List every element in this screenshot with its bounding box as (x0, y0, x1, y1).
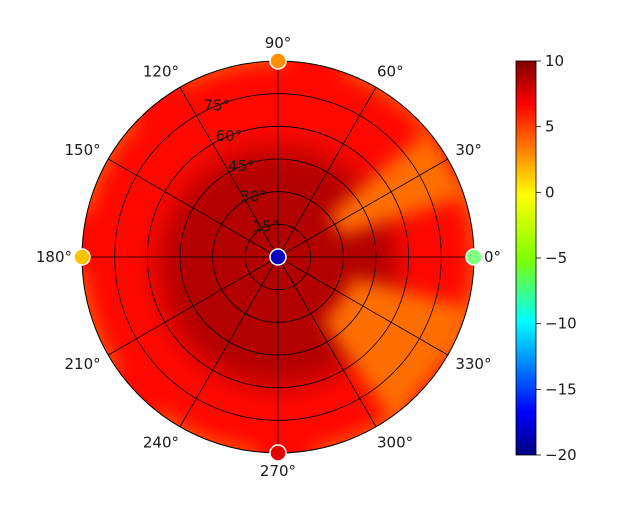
angle-gridline-330 (277, 256, 448, 356)
radial-tick-30: 30° (240, 187, 267, 205)
colorbar: 10 5 0 −5 −10 −15 −20 (515, 52, 577, 464)
colorbar-tick-label-1: 5 (545, 118, 555, 136)
marker-3 (73, 248, 91, 266)
angle-tick-120: 120° (143, 63, 179, 81)
center-marker-ring (269, 248, 287, 266)
angle-tick-300: 300° (377, 433, 413, 451)
angle-tick-labels: 0° 30° 60° 90° 120° 150° 180° 210° 240° 270° 300° 3… (36, 34, 501, 480)
colorbar-gradient (515, 60, 537, 456)
heatmap-region-1 (328, 131, 465, 237)
angle-tick-270: 270° (260, 462, 296, 480)
polar-grid (82, 61, 474, 453)
angle-tick-330: 330° (455, 355, 491, 373)
radial-tick-15: 15° (252, 218, 279, 236)
marker-1 (269, 248, 287, 266)
marker-2 (269, 52, 287, 70)
angle-gridline-60 (277, 87, 377, 258)
radial-tick-labels: 15° 30° 45° 60° 75° (204, 97, 280, 236)
marker-5 (465, 248, 483, 266)
radial-tick-45: 45° (228, 157, 255, 175)
colorbar-tick-label-6: −20 (545, 446, 577, 464)
angle-gridline-30 (277, 158, 448, 258)
colorbar-tick-label-2: 0 (545, 183, 555, 201)
angle-tick-60: 60° (377, 63, 404, 81)
colorbar-tick-label-5: −15 (545, 380, 577, 398)
colorbar-tick-label-0: 10 (545, 52, 564, 70)
angle-gridline-240 (179, 256, 279, 427)
angle-tick-150: 150° (65, 141, 101, 159)
angle-tick-240: 240° (143, 433, 179, 451)
colorbar-ticks: 10 5 0 −5 −10 −15 −20 (536, 52, 577, 464)
radial-tick-60: 60° (216, 127, 243, 145)
edge-markers (73, 52, 483, 462)
heatmap-region-2 (321, 276, 468, 418)
angle-gridline-210 (108, 256, 279, 356)
angle-gridline-120 (179, 87, 279, 258)
angle-tick-30: 30° (455, 141, 482, 159)
angle-tick-210: 210° (65, 355, 101, 373)
angle-gridline-150 (108, 158, 279, 258)
colorbar-tick-label-3: −5 (545, 249, 567, 267)
angle-tick-180: 180° (36, 248, 72, 266)
marker-4 (269, 444, 287, 462)
angle-gridline-300 (277, 256, 377, 427)
radial-tick-75: 75° (204, 97, 231, 115)
colorbar-tick-label-4: −10 (545, 315, 577, 333)
angle-tick-0: 0° (484, 248, 501, 266)
angle-tick-90: 90° (265, 34, 292, 52)
